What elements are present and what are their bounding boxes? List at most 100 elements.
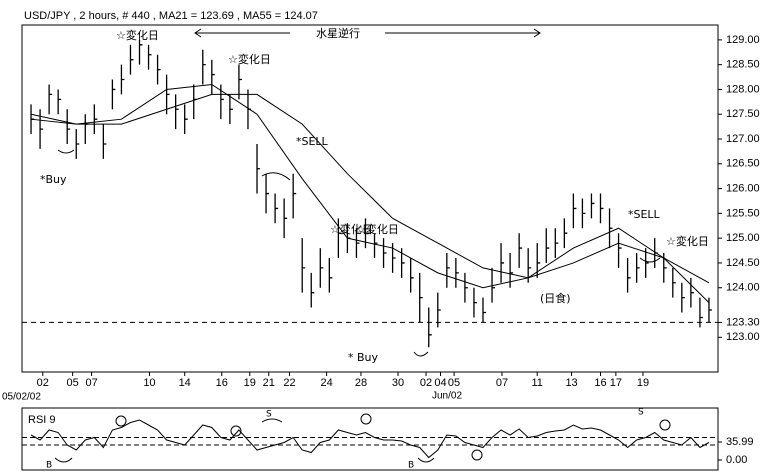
x-tick-label: 10	[143, 377, 155, 389]
x-tick-label: 02	[420, 377, 432, 389]
price-bar	[184, 104, 188, 135]
price-bar	[473, 287, 477, 318]
price-bar	[554, 228, 559, 258]
price-bar	[608, 208, 613, 249]
price-bar	[645, 248, 649, 278]
price-bar	[518, 233, 523, 268]
price-bar	[283, 198, 288, 239]
price-bar	[572, 193, 577, 229]
price-bar	[337, 218, 342, 258]
annotation: ☆変化日	[356, 222, 399, 236]
price-bar	[328, 257, 333, 293]
price-bar	[48, 84, 53, 115]
price-bar	[400, 248, 405, 278]
price-bar	[500, 243, 505, 283]
price-bar	[75, 129, 80, 159]
y-tick-label: 126.50	[726, 158, 760, 170]
price-bar	[617, 233, 622, 268]
moving-average	[30, 93, 710, 284]
price-bar	[84, 114, 89, 144]
y-tick-label: 124.50	[726, 257, 760, 269]
start-date-label: 05/02/02	[2, 392, 41, 403]
price-bar	[129, 44, 134, 75]
x-tick-label: 07	[496, 377, 508, 389]
price-bar	[437, 292, 441, 328]
annotation: (日食)	[540, 291, 571, 305]
y-tick-label: 125.00	[726, 232, 760, 244]
price-bar	[355, 228, 360, 258]
price-bar	[256, 143, 261, 194]
annotation: ☆変化日	[228, 52, 271, 66]
price-bar	[536, 243, 541, 278]
price-bar	[672, 267, 676, 298]
price-bar	[527, 248, 532, 283]
rsi-annotation: B	[408, 461, 414, 471]
rsi-annotation: S	[638, 408, 644, 418]
price-bar	[193, 84, 197, 120]
price-bar	[599, 193, 604, 224]
price-bar	[590, 193, 595, 219]
price-bar	[147, 44, 152, 70]
x-tick-label: 14	[179, 377, 191, 389]
price-bar	[211, 59, 215, 95]
annotation: ☆変化日	[666, 234, 709, 248]
price-bar	[102, 124, 107, 159]
plot-frame	[21, 24, 719, 373]
price-bar	[699, 297, 703, 328]
price-bar	[57, 89, 62, 115]
rsi-tick-label: 35.99	[726, 436, 754, 448]
price-bar	[382, 238, 387, 268]
annotation: *SELL	[628, 208, 661, 221]
y-tick-label: 127.00	[726, 133, 760, 145]
x-tick-label: 13	[565, 377, 577, 389]
price-bar	[681, 282, 685, 313]
x-tick-label: 17	[610, 377, 622, 389]
rsi-label: RSI 9	[28, 414, 56, 426]
price-bar	[220, 84, 224, 120]
price-bar	[301, 238, 306, 293]
y-tick-label: 126.00	[726, 182, 760, 194]
x-tick-label: 04	[434, 377, 446, 389]
price-bar	[455, 257, 459, 288]
price-bar	[120, 64, 125, 95]
x-tick-label: 24	[320, 377, 332, 389]
retrograde-arrow	[194, 28, 541, 38]
price-bar	[419, 272, 423, 323]
x-tick-label: 05	[448, 377, 460, 389]
x-tick-label: 07	[85, 377, 97, 389]
y-tick-label: 129.00	[726, 34, 760, 46]
price-bar	[509, 253, 514, 288]
price-bar	[202, 49, 206, 85]
price-bar	[391, 243, 396, 273]
x-tick-label: 16	[216, 377, 228, 389]
y-tick-label: 127.50	[726, 108, 760, 120]
price-bar	[138, 39, 143, 65]
x-tick-label: 19	[244, 377, 256, 389]
x-tick-label: 19	[637, 377, 649, 389]
price-bar	[319, 248, 324, 288]
y-tick-label: 123.00	[726, 331, 760, 343]
chart-title: USD/JPY , 2 hours, # 440 , MA21 = 123.69…	[24, 10, 318, 22]
price-bar	[364, 218, 369, 249]
annotation: ☆変化日	[116, 28, 159, 42]
annotation: 水星逆行	[316, 26, 360, 40]
rsi-tick-label: 0.00	[726, 454, 747, 466]
x-tick-label: 21	[263, 377, 275, 389]
price-bar	[410, 257, 414, 293]
price-bar	[428, 307, 432, 348]
month-label: Jun/02	[432, 391, 462, 402]
price-bar	[626, 257, 631, 293]
x-tick-label: 16	[594, 377, 606, 389]
price-bar	[690, 277, 694, 308]
price-bar	[563, 218, 568, 249]
annotation: *SELL	[296, 135, 329, 148]
x-tick-label: 02	[37, 377, 49, 389]
price-bar	[165, 74, 170, 115]
x-tick-label: 28	[355, 377, 367, 389]
price-bar	[581, 198, 586, 229]
price-bar	[111, 79, 116, 110]
rsi-line	[30, 419, 710, 459]
y-tick-label: 123.30	[726, 316, 760, 328]
price-bar	[66, 109, 71, 144]
